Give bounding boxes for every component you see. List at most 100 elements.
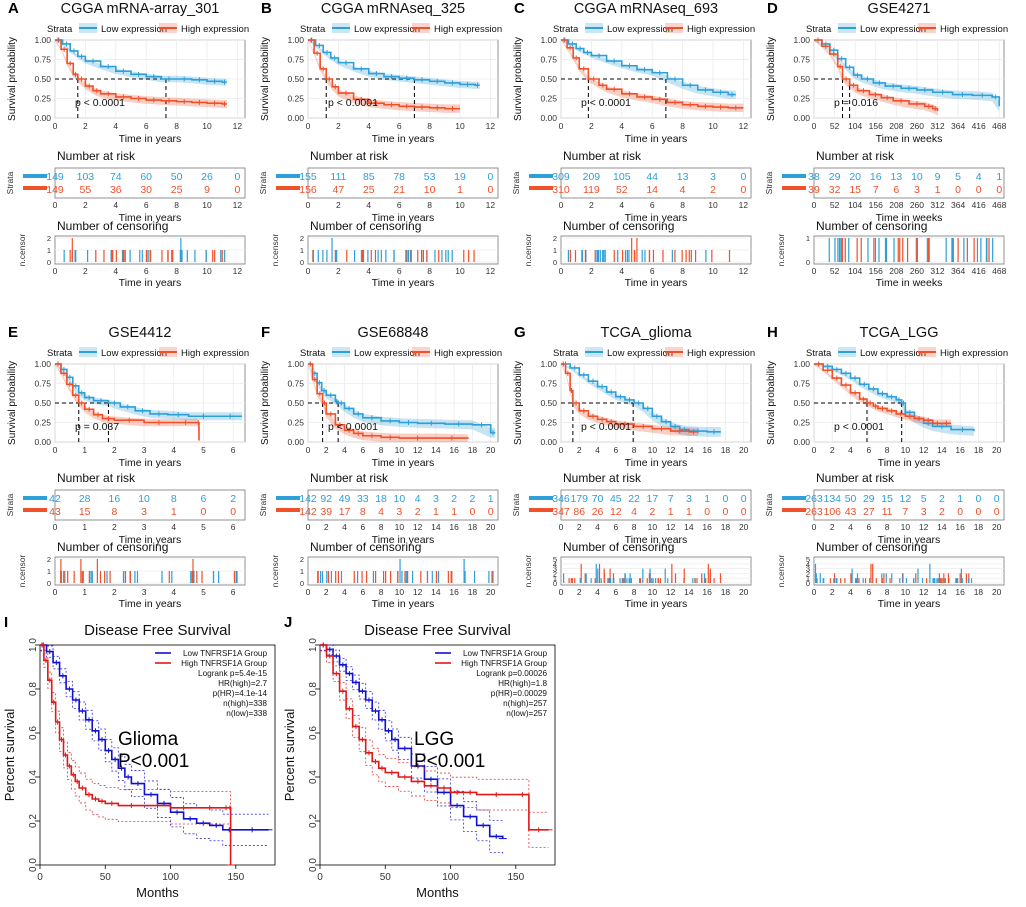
risk-x-tick: 14 xyxy=(684,522,694,532)
risk-count-high: 8 xyxy=(111,506,117,518)
risk-count-high: 0 xyxy=(230,506,236,518)
censor-y-tick: 1 xyxy=(300,567,304,576)
risk-count-low: 0 xyxy=(723,493,729,505)
risk-count-high: 1 xyxy=(686,506,692,518)
censor-x-tick: 416 xyxy=(972,266,986,276)
risk-x-tick: 12 xyxy=(413,522,423,532)
risk-x-tick: 10 xyxy=(202,200,212,210)
x-tick-label: 6 xyxy=(397,121,402,131)
x-tick-label: 16 xyxy=(955,445,965,455)
censor-x-tick: 18 xyxy=(468,587,478,597)
risk-strata-high-bar xyxy=(782,186,806,190)
risk-x-tick: 0 xyxy=(53,200,58,210)
km-curve-low xyxy=(320,644,504,839)
risk-strata-high-bar xyxy=(23,508,47,512)
panel-j: J Disease Free Survival 0.0 0.2 0.4 0.6 0.8 1.0… xyxy=(282,614,556,900)
risk-count-high: 0 xyxy=(955,184,961,196)
risk-x-tick: 156 xyxy=(869,200,883,210)
risk-x-tick: 2 xyxy=(577,522,582,532)
risk-table-frame xyxy=(54,167,246,199)
risk-x-tick: 2 xyxy=(830,522,835,532)
censor-x-tick: 6 xyxy=(360,587,365,597)
risk-x-tick: 12 xyxy=(666,522,676,532)
km-curve-high xyxy=(814,363,952,425)
x-tick-label: 8 xyxy=(379,445,384,455)
chart-title: Disease Free Survival xyxy=(364,622,511,639)
censor-x-tick: 2 xyxy=(112,587,117,597)
risk-x-tick: 4 xyxy=(848,522,853,532)
ci-band-high xyxy=(814,364,952,428)
censor-x-label: Time in years xyxy=(625,598,688,610)
x-tick-label: 0 xyxy=(559,445,564,455)
x-tick-label: 10 xyxy=(202,121,212,131)
y-tick-label: 0.75 xyxy=(540,55,557,65)
risk-strata-high-bar xyxy=(276,186,300,190)
risk-x-tick: 6 xyxy=(144,200,149,210)
x-tick-label: 10 xyxy=(395,445,405,455)
risk-count-high: 36 xyxy=(110,184,122,196)
risk-count-low: 20 xyxy=(849,171,861,183)
risk-x-tick: 0 xyxy=(812,522,817,532)
censor-y-label: n.censor xyxy=(776,555,786,588)
risk-x-tick: 6 xyxy=(613,522,618,532)
y-tick-label: 0.25 xyxy=(287,94,304,104)
censor-x-label: Time in years xyxy=(119,598,182,610)
risk-x-label: Time in years xyxy=(119,212,182,224)
risk-strata-high-bar xyxy=(529,186,553,190)
risk-count-high: 2 xyxy=(710,184,716,196)
y-axis-label: Percent survival xyxy=(2,709,17,802)
risk-count-high: 142 xyxy=(299,506,317,518)
x-tick-label: 4 xyxy=(342,445,347,455)
censor-x-tick: 8 xyxy=(632,587,637,597)
risk-count-low: 1 xyxy=(488,493,494,505)
y-tick-label: 0.00 xyxy=(34,113,51,123)
risk-x-tick: 416 xyxy=(972,200,986,210)
risk-x-tick: 8 xyxy=(174,200,179,210)
censor-x-tick: 2 xyxy=(83,266,88,276)
x-tick-label: 12 xyxy=(919,445,929,455)
y-tick-label: 0.6 xyxy=(28,726,39,740)
risk-count-low: 18 xyxy=(375,493,387,505)
x-tick-label: 18 xyxy=(721,445,731,455)
risk-count-low: 0 xyxy=(234,171,240,183)
ci-band-high xyxy=(561,364,699,437)
panel-i: I Disease Free Survival 0.0 0.2 0.4 0.6 0.8 1.0… xyxy=(2,614,276,900)
risk-x-tick: 4 xyxy=(171,522,176,532)
legend-strata-label: Strata xyxy=(300,348,326,359)
x-tick-label: 156 xyxy=(869,121,883,131)
risk-x-tick: 12 xyxy=(739,200,749,210)
risk-strata-low-bar xyxy=(23,174,47,178)
risk-x-tick: 18 xyxy=(974,522,984,532)
risk-table-frame xyxy=(307,167,499,199)
censor-x-tick: 10 xyxy=(202,266,212,276)
panel-letter: A xyxy=(8,0,19,17)
risk-table-frame xyxy=(560,167,752,199)
risk-count-high: 14 xyxy=(646,184,658,196)
x-tick-label: 12 xyxy=(233,121,243,131)
ci-lo-high xyxy=(40,650,232,865)
legend-high-label: High expression xyxy=(434,24,502,35)
y-tick-label: 0.0 xyxy=(308,858,319,872)
x-axis-label: Time in years xyxy=(119,133,182,145)
censor-x-tick: 10 xyxy=(395,587,405,597)
y-tick-label: 0.50 xyxy=(793,74,810,84)
y-tick-label: 0.2 xyxy=(28,814,39,828)
y-tick-label: 0.75 xyxy=(287,55,304,65)
risk-count-high: 0 xyxy=(470,506,476,518)
ci-up-high xyxy=(320,644,549,813)
y-axis-label: Survival probability xyxy=(513,361,524,445)
censor-x-tick: 6 xyxy=(650,266,655,276)
x-axis-label: Time in years xyxy=(625,133,688,145)
risk-x-tick: 8 xyxy=(427,200,432,210)
y-axis-label: Percent survival xyxy=(282,709,297,802)
risk-count-low: 3 xyxy=(433,493,439,505)
risk-count-low: 149 xyxy=(46,171,64,183)
risk-count-high: 55 xyxy=(80,184,92,196)
risk-count-low: 16 xyxy=(109,493,121,505)
x-tick-label: 0 xyxy=(53,121,58,131)
risk-count-low: 4 xyxy=(415,493,421,505)
x-tick-label: 20 xyxy=(486,445,496,455)
censor-x-tick: 364 xyxy=(951,266,965,276)
censor-x-tick: 2 xyxy=(577,587,582,597)
censor-x-label: Time in weeks xyxy=(876,277,943,289)
